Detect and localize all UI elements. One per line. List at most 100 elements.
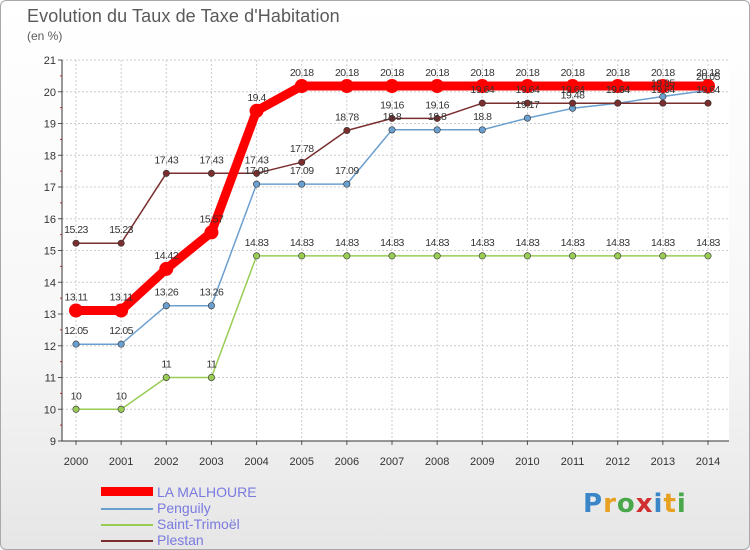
data-point [478,99,486,107]
data-point [523,114,531,122]
data-label: 13.26 [154,287,178,299]
data-point [478,126,486,134]
data-point [701,79,715,94]
data-label: 15.57 [200,213,224,225]
y-tick-label: 16 [44,214,56,226]
data-point [117,405,125,413]
data-point [430,79,445,94]
y-tick-label: 17 [44,182,56,194]
data-label: 12.05 [109,325,133,337]
data-point [659,99,667,107]
logo-letter: r [603,489,617,519]
x-tick-label: 2008 [425,456,449,468]
data-label: 13.26 [200,287,224,299]
data-label: 12.05 [64,325,88,337]
data-point [298,252,306,260]
data-label: 15.23 [109,224,133,236]
data-label: 20.18 [335,67,359,79]
data-point [117,239,125,247]
y-tick-label: 11 [45,373,56,385]
data-label: 14.83 [290,237,314,249]
y-tick-label: 12 [44,341,56,353]
data-point [704,99,712,107]
x-tick-label: 2010 [515,456,539,468]
logo-letter: t [663,489,677,519]
logo-letter: i [676,489,687,519]
data-label: 19.64 [651,84,675,96]
data-label: 14.83 [335,237,359,249]
data-point [523,252,531,260]
data-label: 20.18 [606,67,630,79]
data-point [72,405,80,413]
data-point [478,252,486,260]
x-tick-label: 2000 [64,456,88,468]
data-label: 20.18 [696,67,720,79]
data-point [298,180,306,188]
x-tick-label: 2009 [470,456,494,468]
data-point [565,79,580,94]
legend-label: LA MALHOURE [157,484,257,500]
data-point [114,303,129,318]
data-label: 20.18 [651,67,675,79]
data-label: 17.09 [335,165,359,177]
data-label: 14.83 [651,237,675,249]
data-label: 18.8 [383,111,402,123]
data-point [343,252,351,260]
x-tick-label: 2011 [561,456,585,468]
data-point [520,79,535,94]
data-label: 14.83 [606,237,630,249]
data-label: 11 [206,359,217,371]
data-label: 20.05 [696,71,720,83]
data-label: 20.18 [470,67,494,79]
data-point [343,180,351,188]
data-label: 19.64 [606,84,630,96]
legend-label: Plestan [157,532,204,548]
logo-letter: o [616,489,636,519]
data-label: 14.83 [245,237,269,249]
data-label: 20.18 [290,67,314,79]
data-point [569,252,577,260]
data-label: 19.64 [516,84,540,96]
data-label: 15.23 [64,224,88,236]
data-point [343,126,351,134]
y-tick-label: 10 [44,404,56,416]
data-point [433,114,441,122]
data-point [253,169,261,177]
data-label: 10 [116,390,127,402]
chart-title: Evolution du Taux de Taxe d'Habitation [27,6,340,26]
data-point [704,252,712,260]
data-label: 17.09 [290,165,314,177]
data-label: 17.09 [245,165,269,177]
y-tick-label: 14 [44,277,56,289]
data-point [388,114,396,122]
legend-swatch [101,487,153,496]
data-point [162,302,170,310]
data-point [523,99,531,107]
data-label: 14.83 [470,237,494,249]
data-label: 19.4 [247,92,266,104]
data-point [207,373,215,381]
data-point [569,99,577,107]
data-point [162,373,170,381]
y-tick-label: 15 [44,246,56,258]
y-tick-label: 9 [50,436,56,448]
data-label: 20.18 [380,67,404,79]
data-point [207,302,215,310]
data-label: 13.11 [110,292,134,304]
data-label: 14.42 [154,250,178,262]
data-label: 19.64 [606,84,630,96]
data-point [69,303,83,318]
data-point [339,79,354,94]
data-point [614,99,622,107]
data-label: 14.83 [516,237,540,249]
legend-swatch [101,540,153,542]
data-point [159,261,174,276]
data-point [117,340,125,348]
data-label: 19.16 [380,99,404,111]
data-point [72,239,80,247]
data-label: 17.43 [154,154,178,166]
data-point [610,79,625,94]
y-tick-label: 13 [44,309,56,321]
data-point [294,79,309,94]
data-point [388,126,396,134]
